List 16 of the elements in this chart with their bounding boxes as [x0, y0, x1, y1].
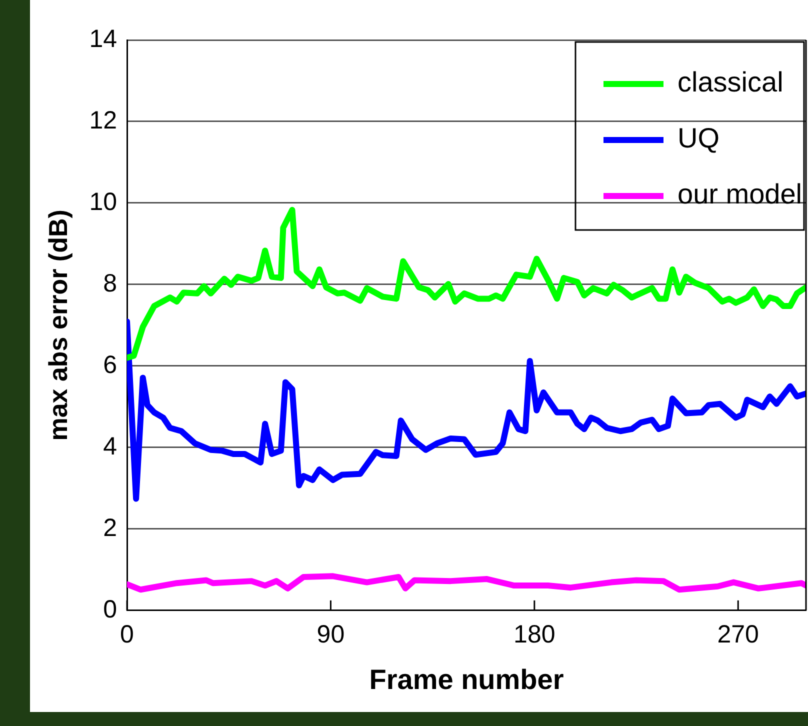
y-tick-label: 0	[103, 595, 118, 624]
x-tick-label: 180	[514, 620, 556, 648]
legend-label: classical	[677, 66, 784, 98]
legend-label: our model	[677, 178, 802, 210]
legend-label: UQ	[677, 122, 720, 154]
y-tick-label: 10	[89, 188, 118, 216]
y-tick-label: 14	[89, 24, 118, 53]
y-tick-label: 2	[103, 514, 118, 542]
y-axis-title: max abs error (dB)	[42, 210, 73, 441]
y-tick-label: 4	[103, 432, 118, 460]
y-tick-label: 8	[103, 269, 118, 298]
x-tick-label: 270	[717, 620, 759, 648]
x-axis-title: Frame number	[369, 664, 564, 695]
x-tick-label: 90	[316, 620, 345, 648]
y-tick-label: 6	[103, 350, 118, 379]
y-tick-label: 12	[89, 106, 118, 134]
